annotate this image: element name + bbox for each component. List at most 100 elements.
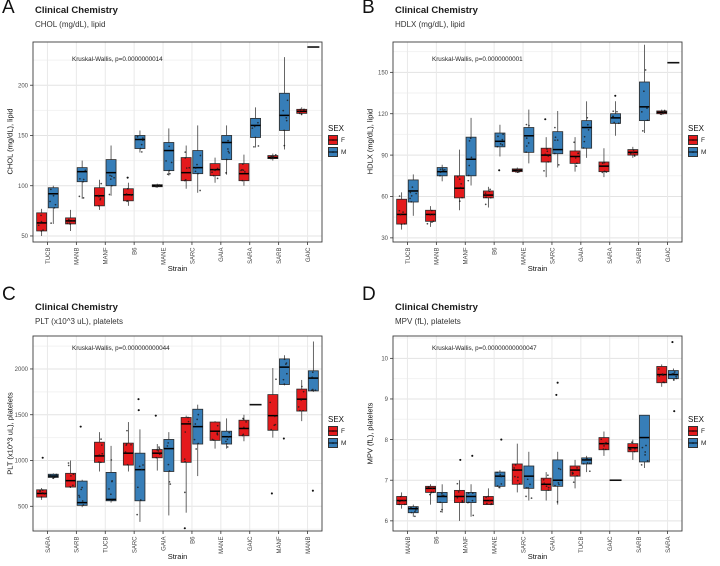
boxplot-box xyxy=(639,81,650,122)
legend-item-label: F xyxy=(701,136,705,144)
boxplot-box xyxy=(76,167,88,183)
boxplot-canvas: 500 1000 1500 2000 SARA SARB TUCB SARC GAIA B6 MAN… xyxy=(15,335,323,554)
boxplot-box xyxy=(134,135,146,149)
outlier-point xyxy=(154,414,157,417)
panel-subtitle: CHOL (mg/dL), lipid xyxy=(35,20,106,29)
legend-item-m: M xyxy=(688,438,706,448)
strain-tick-label: TUCB xyxy=(406,248,412,264)
legend-title: SEX xyxy=(688,415,705,424)
boxplot-canvas: 50 100 150 200 TUCB MANB MANF B6 MANE SARC GAIA SAR… xyxy=(18,41,323,265)
svg-text:60: 60 xyxy=(381,195,388,201)
boxplot-box xyxy=(523,465,535,489)
y-axis-label: MPV (fL), platelets xyxy=(365,402,375,465)
strain-tick-label: MANF xyxy=(464,536,470,553)
legend-item-m: M xyxy=(328,438,346,448)
strain-tick-label: MANF xyxy=(464,247,470,264)
strain-tick-label: GAIA xyxy=(579,248,585,262)
strain-tick-label: B6 xyxy=(492,247,498,255)
panel-subtitle: MPV (fL), platelets xyxy=(395,317,461,326)
boxplot-box xyxy=(279,92,290,131)
strain-tick-label: SARC xyxy=(190,247,196,264)
strain-tick-label: MANB xyxy=(306,537,312,554)
strain-tick-label: SARA xyxy=(666,537,672,553)
kruskal-wallis-annotation: Kruskal-Wallis, p=0.00000000000047 xyxy=(432,345,537,352)
svg-text:200: 200 xyxy=(18,83,29,89)
strain-tick-label: MANB xyxy=(406,537,412,554)
boxplot-box xyxy=(465,136,477,177)
outlier-point xyxy=(671,341,674,344)
outlier-point xyxy=(500,438,503,441)
sex-legend: SEX F M xyxy=(328,415,346,448)
panel-letter: D xyxy=(362,284,376,305)
boxplot-box xyxy=(494,471,506,487)
legend-item-f: F xyxy=(688,135,706,145)
svg-text:150: 150 xyxy=(378,71,389,77)
panel-c: C Clinical Chemistry PLT (x10^3 uL), pla… xyxy=(0,283,360,566)
strain-tick-label: B6 xyxy=(435,536,441,544)
svg-text:1000: 1000 xyxy=(15,459,29,465)
boxplot-box xyxy=(267,394,279,431)
strain-tick-label: SARA xyxy=(46,537,52,553)
strain-tick-label: MANB xyxy=(75,248,81,265)
female-boxplot-key-icon xyxy=(328,135,338,145)
legend-item-m: M xyxy=(328,147,346,157)
sex-legend: SEX F M xyxy=(688,415,706,448)
outlier-point xyxy=(459,458,462,461)
legend-title: SEX xyxy=(688,124,705,133)
legend-item-label: M xyxy=(341,439,347,447)
panel-a: A Clinical Chemistry CHOL (mg/dL), lipid… xyxy=(0,0,360,283)
strain-tick-label: TUCB xyxy=(46,248,52,264)
boxplot-box xyxy=(105,472,117,502)
male-boxplot-key-icon xyxy=(328,438,338,448)
strain-tick-label: GAIC xyxy=(306,247,312,262)
boxplot-box xyxy=(279,358,290,385)
outlier-point xyxy=(183,527,186,530)
boxplot-box xyxy=(122,442,134,466)
boxplot-box xyxy=(221,430,233,445)
boxplot-box xyxy=(523,127,535,153)
legend-item-label: F xyxy=(341,136,345,144)
strain-tick-label: MANE xyxy=(521,248,527,265)
strain-tick-label: MANE xyxy=(161,248,167,265)
female-boxplot-key-icon xyxy=(328,426,338,436)
strain-tick-label: GAIA xyxy=(219,248,225,262)
boxplot-canvas: 6 7 8 9 10 MANB B6 MANF MANE SARC GAIA TUCB GAIC SARB… xyxy=(381,335,683,554)
outlier-point xyxy=(270,492,273,495)
boxplot-box xyxy=(436,492,448,503)
boxplot-box xyxy=(163,439,175,472)
outlier-point xyxy=(544,118,547,121)
legend-item-f: F xyxy=(328,426,346,436)
outlier-point xyxy=(498,169,501,172)
male-boxplot-key-icon xyxy=(328,147,338,157)
strain-tick-label: SARB xyxy=(277,248,283,264)
y-axis-label: CHOL (mg/dL), lipid xyxy=(5,108,15,175)
boxplot-box xyxy=(425,209,436,222)
strain-tick-label: MANE xyxy=(492,537,498,554)
outlier-point xyxy=(311,489,314,492)
outlier-point xyxy=(41,456,44,459)
outlier-point xyxy=(282,437,285,440)
strain-tick-label: GAIC xyxy=(248,536,254,551)
panel-d: D Clinical Chemistry MPV (fL), platelets… xyxy=(360,283,720,566)
outlier-point xyxy=(555,393,558,396)
boxplot-box xyxy=(552,459,564,487)
sex-legend: SEX F M xyxy=(328,124,346,157)
strain-tick-label: GAIA xyxy=(161,537,167,551)
strain-tick-label: SARA xyxy=(608,248,614,264)
boxplot-box xyxy=(94,441,105,463)
boxplot-box xyxy=(552,131,564,155)
outlier-point xyxy=(673,410,676,413)
legend-item-label: M xyxy=(701,148,707,156)
boxplot-box xyxy=(47,187,59,209)
legend-item-label: F xyxy=(701,427,705,435)
svg-text:1500: 1500 xyxy=(15,413,29,419)
boxplot-box xyxy=(396,198,408,225)
panel-title: Clinical Chemistry xyxy=(35,5,118,16)
strain-tick-label: SARC xyxy=(550,247,556,264)
kruskal-wallis-annotation: Kruskal-Wallis, p=0.0000000014 xyxy=(72,56,163,63)
boxplot-box xyxy=(180,417,192,463)
strain-tick-label: SARB xyxy=(75,537,81,553)
legend-item-label: M xyxy=(341,148,347,156)
strain-tick-label: GAIC xyxy=(666,247,672,262)
x-axis-label: Strain xyxy=(167,264,188,273)
